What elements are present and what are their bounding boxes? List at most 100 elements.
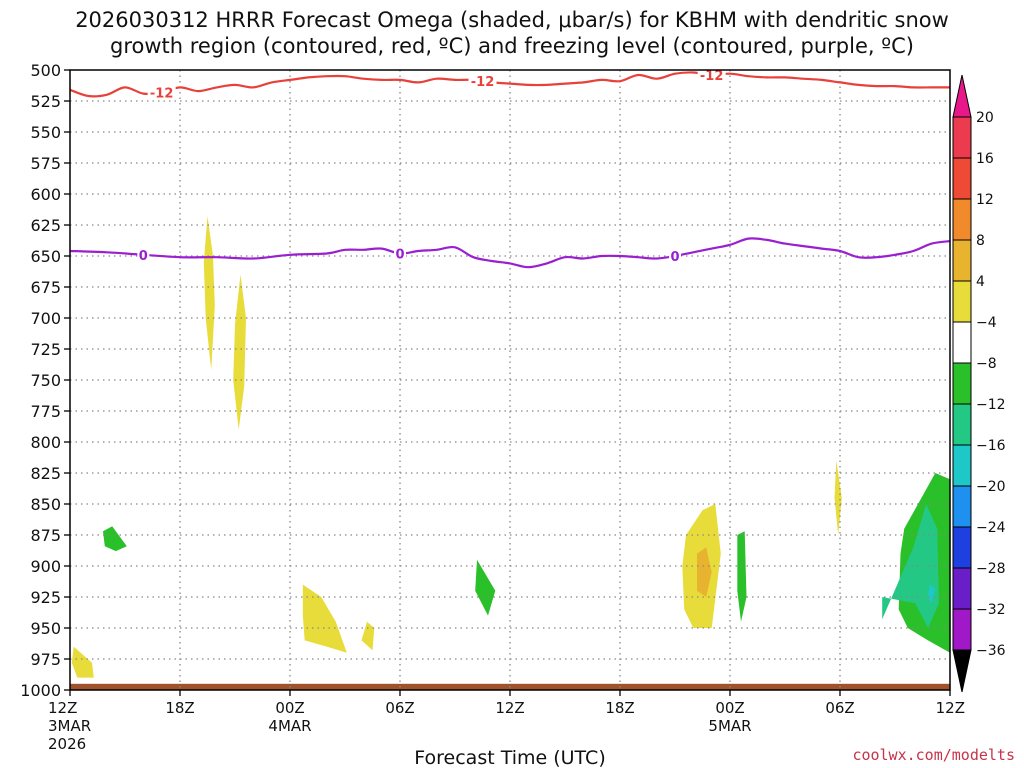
freezing-level-label-0: 0 [139, 249, 148, 264]
omega-region-2 [401, 531, 433, 622]
omega-region-3 [462, 485, 600, 653]
omega-region-1 [103, 526, 127, 552]
colorbar-label-12: −32 [976, 602, 1006, 618]
colorbar-bottom-arrow [952, 649, 972, 693]
x-axis-label: Forecast Time (UTC) [414, 747, 605, 768]
colorbar-label-2: 12 [976, 192, 994, 208]
omega-colorbar: 20 16 12 8 4 −4 −8 −12 −16 −20 −24 −28 −32 −36 [952, 74, 1006, 693]
colorbar-label-13: −36 [976, 643, 1006, 659]
pressure-axis: 500 525 550 575 600 625 650 675 700 725 750 775 800 8… [20, 61, 70, 700]
x-tick-date-12: 4MAR [268, 717, 311, 735]
omega-region-16 [71, 646, 94, 678]
omega-region-14 [203, 216, 215, 371]
freezing-level-label-2: 0 [670, 250, 679, 265]
y-tick-label-525: 525 [30, 92, 61, 111]
x-tick-label-42: 06Z [825, 699, 854, 717]
colorbar-label-9: −20 [976, 479, 1006, 495]
dendritic-growth-region-label-1: -12 [471, 75, 495, 90]
dendritic-growth-region-label-0: -12 [150, 86, 174, 101]
grid-lines [70, 70, 950, 690]
x-tick-date-36: 5MAR [708, 717, 751, 735]
y-tick-label-650: 650 [30, 247, 61, 266]
dendritic-growth-region-contour [70, 71, 950, 98]
y-tick-label-775: 775 [30, 402, 61, 421]
omega-shading [71, 70, 950, 678]
colorbar-label-8: −16 [976, 438, 1006, 454]
omega-region-9 [819, 516, 833, 597]
omega-region-20 [697, 547, 712, 597]
plot-area: -12 -12 -12 0 0 0 [69, 69, 951, 691]
freezing-level-label-bg-2 [669, 248, 681, 264]
x-tick-label-48: 12Z [936, 699, 965, 717]
colorbar-label-6: −8 [976, 356, 997, 372]
credit-text: coolwx.com/modelts [852, 746, 1015, 764]
colorbar-segment-0 [952, 116, 972, 159]
freezing-level-label-bg-0 [137, 246, 150, 263]
colorbar-segment-7 [952, 403, 972, 446]
omega-region-6 [664, 70, 672, 154]
x-tick-label-36: 00Z [715, 699, 744, 717]
dendritic-growth-region-label-bg-0 [147, 84, 176, 101]
dendritic-growth-region-label-bg-1 [468, 73, 497, 90]
x-tick-label-12: 00Z [275, 699, 304, 717]
y-tick-label-725: 725 [30, 340, 61, 359]
y-tick-label-975: 975 [30, 650, 61, 669]
y-tick-label-925: 925 [30, 588, 61, 607]
contour-lines: -12 -12 -12 0 0 0 [70, 70, 950, 269]
colorbar-label-1: 16 [976, 151, 994, 167]
colorbar-segment-12 [952, 608, 972, 651]
y-tick-label-850: 850 [30, 495, 61, 514]
omega-region-4 [475, 559, 496, 616]
x-tick-label-6: 18Z [165, 699, 194, 717]
y-tick-label-625: 625 [30, 216, 61, 235]
colorbar-label-4: 4 [976, 274, 985, 290]
x-tick-label-0: 12Z [48, 699, 77, 717]
y-tick-label-900: 900 [30, 557, 61, 576]
colorbar-segment-2 [952, 198, 972, 241]
y-tick-label-500: 500 [30, 61, 61, 80]
omega-region-15 [233, 274, 246, 430]
colorbar-segment-5 [952, 321, 972, 364]
colorbar-label-7: −12 [976, 397, 1006, 413]
colorbar-label-11: −28 [976, 561, 1006, 577]
y-tick-label-800: 800 [30, 433, 61, 452]
colorbar-segment-4 [952, 280, 972, 323]
y-tick-label-875: 875 [30, 526, 61, 545]
omega-region-13 [928, 584, 936, 604]
x-tick-label-18: 06Z [385, 699, 414, 717]
y-tick-label-825: 825 [30, 464, 61, 483]
y-tick-label-950: 950 [30, 619, 61, 638]
omega-region-17 [302, 584, 347, 653]
y-tick-label-675: 675 [30, 278, 61, 297]
freezing-level-label-1: 0 [395, 248, 404, 263]
omega-region-0 [82, 469, 246, 645]
colorbar-top-arrow [952, 74, 972, 118]
omega-region-8 [737, 531, 747, 622]
freezing-level-contour [70, 237, 950, 269]
y-tick-label-575: 575 [30, 154, 61, 173]
y-tick-label-750: 750 [30, 371, 61, 390]
colorbar-segment-8 [952, 444, 972, 487]
colorbar-segment-10 [952, 526, 972, 569]
colorbar-label-3: 8 [976, 233, 985, 249]
colorbar-label-5: −4 [976, 315, 997, 331]
chart-title-line1: 2026030312 HRRR Forecast Omega (shaded, … [75, 8, 949, 32]
y-tick-label-700: 700 [30, 309, 61, 328]
colorbar-segment-6 [952, 362, 972, 405]
colorbar-segment-1 [952, 157, 972, 200]
y-tick-label-1000: 1000 [20, 681, 61, 700]
y-tick-label-600: 600 [30, 185, 61, 204]
x-tick-label-24: 12Z [495, 699, 524, 717]
freezing-level-label-bg-1 [394, 245, 406, 262]
x-tick-label-30: 18Z [605, 699, 634, 717]
chart-title-line2: growth region (contoured, red, ºC) and f… [110, 34, 914, 58]
colorbar-segment-9 [952, 485, 972, 528]
colorbar-label-0: 20 [976, 110, 994, 126]
dendritic-growth-region-label-bg-2 [697, 70, 726, 83]
x-tick-date-0: 3MAR [48, 717, 91, 735]
omega-region-18 [361, 621, 375, 651]
x-tick-year-0: 2026 [48, 735, 86, 753]
colorbar-segment-3 [952, 239, 972, 282]
